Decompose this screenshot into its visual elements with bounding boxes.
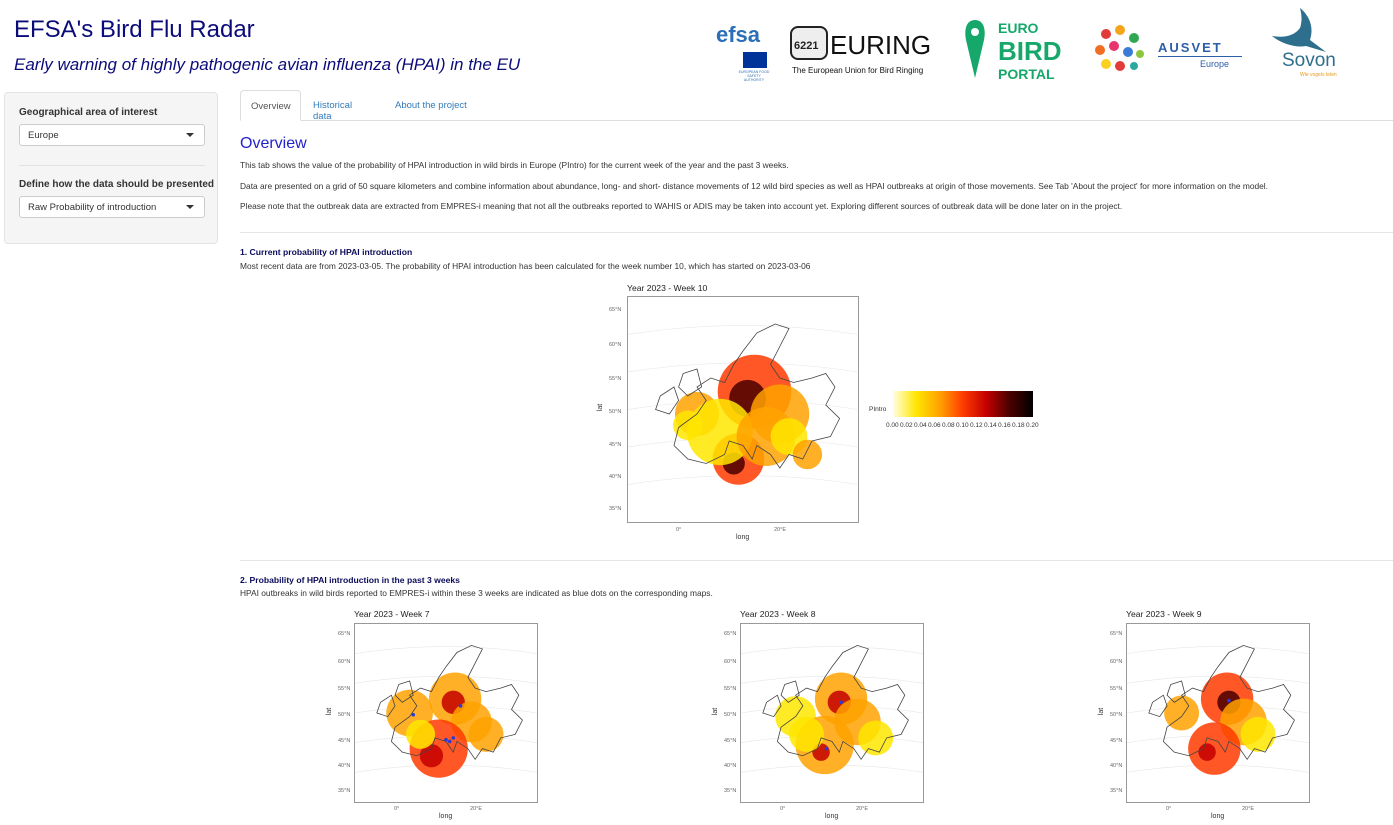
sovon-logo: Sovon Wie vogels telen bbox=[1260, 6, 1350, 86]
past-map bbox=[1126, 623, 1310, 803]
chevron-down-icon bbox=[186, 133, 194, 137]
lat-tick: 65°N bbox=[609, 307, 622, 313]
heat-cell bbox=[1198, 743, 1216, 761]
lat-tick: 35°N bbox=[609, 506, 622, 512]
outbreak-dot bbox=[447, 739, 452, 744]
outbreak-dot bbox=[824, 746, 829, 751]
tab-about-project[interactable]: About the project bbox=[395, 100, 467, 111]
heat-cell bbox=[1240, 716, 1276, 752]
tab-historical-data[interactable]: Historical data bbox=[313, 100, 353, 122]
eu-flag-icon bbox=[743, 52, 767, 68]
lat-tick: 50°N bbox=[609, 409, 622, 415]
eurobirdportal-logo: EURO BIRD PORTAL bbox=[962, 18, 1072, 88]
heat-cell bbox=[419, 744, 444, 768]
x-axis-label: long bbox=[736, 534, 750, 541]
efsa-logo: efsa EUROPEAN FOOD SAFETY AUTHORITY bbox=[712, 12, 782, 92]
lat-tick: 60°N bbox=[609, 342, 622, 348]
lon-tick: 20°E bbox=[774, 527, 786, 533]
europe-outline bbox=[655, 323, 841, 469]
graticule-line bbox=[1127, 646, 1309, 654]
overview-paragraph-2: Data are presented on a grid of 50 squar… bbox=[240, 181, 1268, 191]
lat-tick: 45°N bbox=[609, 442, 622, 448]
legend-colorbar bbox=[893, 391, 1033, 417]
section1-heading: 1. Current probability of HPAI introduct… bbox=[240, 247, 413, 257]
lat-tick: 55°N bbox=[609, 376, 622, 382]
outbreak-dot bbox=[839, 700, 843, 705]
euring-wordmark: EURING bbox=[830, 30, 932, 60]
presentation-label: Define how the data should be presented bbox=[19, 179, 215, 190]
efsa-wordmark: efsa bbox=[716, 22, 761, 47]
overview-paragraph-1: This tab shows the value of the probabil… bbox=[240, 160, 789, 170]
main-map-title: Year 2023 - Week 10 bbox=[627, 283, 708, 293]
past-map-title: Year 2023 - Week 9 bbox=[1126, 609, 1202, 619]
europe-heatmap bbox=[1127, 644, 1309, 775]
heat-cell bbox=[1164, 695, 1200, 731]
outbreak-dot bbox=[458, 704, 463, 708]
app-subtitle: Early warning of highly pathogenic avian… bbox=[14, 55, 521, 74]
euring-logo: 6221 EURING The European Union for Bird … bbox=[788, 22, 938, 82]
heat-cell bbox=[789, 716, 824, 752]
sidebar-divider bbox=[19, 165, 205, 166]
section-divider bbox=[240, 560, 1393, 561]
app-title: EFSA's Bird Flu Radar bbox=[14, 16, 255, 43]
past-map-title: Year 2023 - Week 7 bbox=[354, 609, 430, 619]
past-map bbox=[354, 623, 538, 803]
europe-heatmap bbox=[628, 323, 858, 485]
outbreak-dot bbox=[451, 736, 456, 740]
overview-paragraph-3: Please note that the outbreak data are e… bbox=[240, 201, 1123, 211]
y-axis-label: lat bbox=[597, 403, 605, 412]
lon-tick: 0° bbox=[676, 527, 682, 533]
outbreak-dot bbox=[411, 712, 416, 717]
outbreak-dot bbox=[1227, 698, 1231, 703]
lat-tick: 40°N bbox=[609, 474, 622, 480]
sidebar-panel: Geographical area of interest Europe Def… bbox=[4, 92, 218, 244]
ring-icon: 6221 bbox=[790, 26, 828, 60]
heat-cell bbox=[686, 398, 754, 466]
outbreak-dot bbox=[444, 737, 448, 742]
graticule-line bbox=[355, 646, 537, 654]
swallow-icon bbox=[1272, 8, 1326, 52]
europe-outline bbox=[376, 644, 523, 760]
overview-heading: Overview bbox=[240, 135, 307, 152]
section2-heading: 2. Probability of HPAI introduction in t… bbox=[240, 575, 460, 585]
tab-overview[interactable]: Overview bbox=[240, 90, 301, 121]
legend-title: PIntro bbox=[869, 406, 887, 413]
chevron-down-icon bbox=[186, 205, 194, 209]
ausvet-logo: AUSVET Europe bbox=[1088, 18, 1248, 88]
tab-bar: Overview Historical data About the proje… bbox=[240, 90, 1393, 122]
europe-outline bbox=[1148, 644, 1295, 760]
heat-cell bbox=[792, 439, 823, 470]
europe-outline bbox=[762, 644, 909, 760]
presentation-select-value: Raw Probability of introduction bbox=[28, 202, 157, 213]
europe-heatmap bbox=[741, 644, 923, 775]
area-select[interactable]: Europe bbox=[19, 124, 205, 146]
europe-heatmap bbox=[355, 644, 537, 778]
euring-tagline: The European Union for Bird Ringing bbox=[792, 66, 924, 75]
section2-text: HPAI outbreaks in wild birds reported to… bbox=[240, 588, 713, 598]
efsa-caption: EUROPEAN FOOD SAFETY AUTHORITY bbox=[738, 70, 770, 82]
ausvet-dots-icon bbox=[1090, 22, 1146, 78]
area-select-value: Europe bbox=[28, 130, 59, 141]
graticule-line bbox=[628, 325, 858, 335]
section1-text: Most recent data are from 2023-03-05. Th… bbox=[240, 261, 811, 271]
area-label: Geographical area of interest bbox=[19, 107, 158, 118]
main-map bbox=[627, 296, 859, 523]
heat-cell bbox=[405, 719, 436, 749]
partner-logos: efsa EUROPEAN FOOD SAFETY AUTHORITY 6221… bbox=[712, 6, 1352, 88]
graticule-line bbox=[741, 646, 923, 654]
section-divider bbox=[240, 232, 1393, 233]
heat-cell bbox=[468, 716, 504, 752]
map-pin-icon bbox=[965, 20, 985, 78]
past-map bbox=[740, 623, 924, 803]
past-map-title: Year 2023 - Week 8 bbox=[740, 609, 816, 619]
presentation-select[interactable]: Raw Probability of introduction bbox=[19, 196, 205, 218]
heat-cell bbox=[858, 720, 894, 756]
